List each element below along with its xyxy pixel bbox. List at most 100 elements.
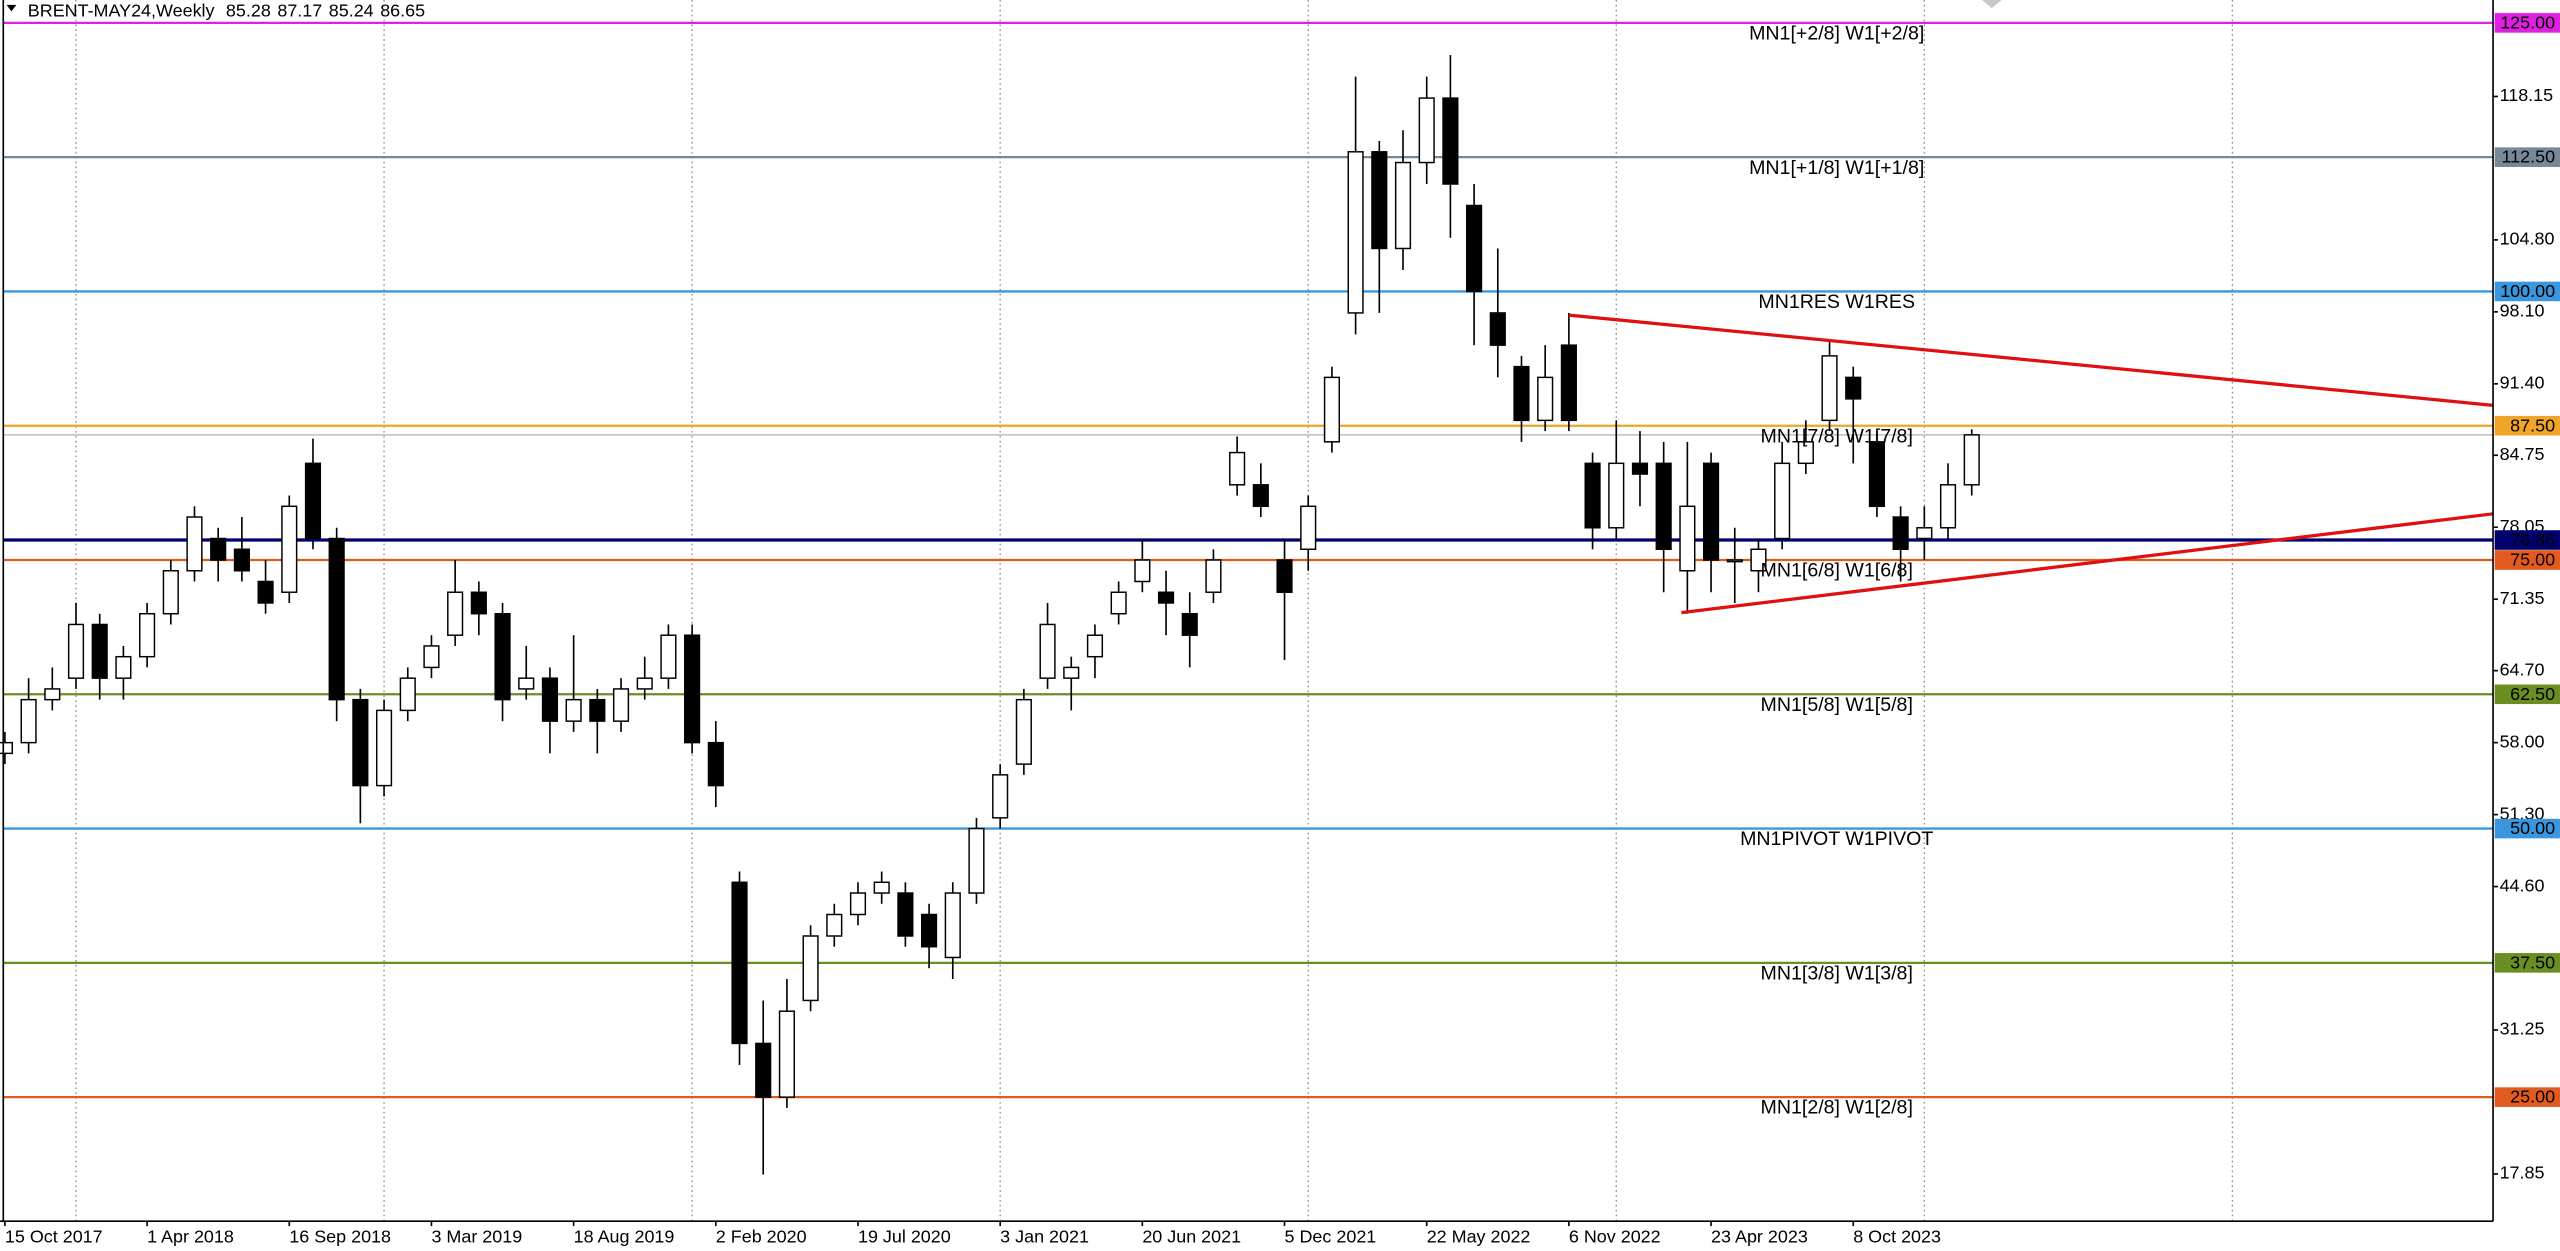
price-label: 25.00 — [2510, 1087, 2555, 1107]
candle-body — [375, 709, 393, 787]
menu-triangle[interactable] — [6, 4, 17, 12]
candle-body — [257, 580, 274, 604]
candle-body — [1276, 559, 1293, 593]
candle-body — [920, 913, 938, 948]
candle-body — [1442, 97, 1459, 185]
candle-body — [1892, 516, 1909, 550]
candle-body — [873, 881, 890, 894]
x-tick-label: 2 Feb 2020 — [716, 1226, 807, 1246]
levels-layer — [3, 21, 2559, 1099]
x-tick-label: 15 Oct 2017 — [5, 1226, 103, 1246]
y-tick-label: 118.15 — [2500, 85, 2554, 105]
candle-body — [968, 827, 985, 894]
candle-body — [186, 516, 203, 572]
x-tick-label: 18 Aug 2019 — [574, 1226, 675, 1246]
y-tick-label: 31.25 — [2500, 1019, 2545, 1039]
candle-body — [115, 655, 132, 679]
price-label: 76.86 — [2510, 530, 2555, 550]
x-tick-label: 1 Apr 2018 — [147, 1226, 234, 1246]
candle-body — [1608, 462, 1625, 529]
price-label: 112.50 — [2502, 147, 2556, 167]
candle-body — [826, 913, 843, 937]
candle-body — [1110, 591, 1127, 615]
price-label: 87.50 — [2510, 415, 2555, 435]
level-name: MN1[5/8] W1[5/8] — [1761, 694, 1913, 716]
header-value: 85.28 — [226, 0, 271, 20]
level-name: MN1[7/8] W1[7/8] — [1761, 425, 1913, 447]
candle-body — [1821, 355, 1838, 422]
level-name: MN1PIVOT W1PIVOT — [1740, 828, 1933, 850]
candle-body — [612, 688, 630, 722]
price-label-box — [2494, 281, 2560, 302]
candle-body — [1086, 634, 1104, 658]
candle-body — [1560, 344, 1577, 422]
trendline — [1681, 512, 2494, 615]
level-name: MN1RES W1RES — [1758, 291, 1915, 313]
candle-body — [802, 935, 819, 1002]
y-tick-label: 64.70 — [2500, 659, 2545, 679]
header-value: 87.17 — [277, 0, 322, 20]
candle-body — [589, 698, 606, 722]
price-axis-bg — [2493, 0, 2560, 1251]
candle-body — [1300, 505, 1317, 550]
time-axis-bg — [0, 1221, 2560, 1251]
candle-body — [304, 462, 322, 540]
price-label-box — [2494, 13, 2560, 33]
x-tick-label: 20 Jun 2021 — [1142, 1226, 1241, 1246]
candle-body — [1157, 591, 1175, 604]
candle-body — [233, 548, 250, 572]
candle-body — [660, 634, 677, 679]
header-value: 85.24 — [329, 0, 374, 20]
candle-body — [1845, 376, 1862, 400]
candle-body — [1015, 698, 1032, 765]
price-label-box — [2494, 147, 2560, 167]
candle-body — [1347, 151, 1364, 314]
price-label: 62.50 — [2510, 684, 2555, 704]
candle-body — [1868, 441, 1886, 508]
x-tick-label: 5 Dec 2021 — [1285, 1226, 1377, 1246]
candle-body — [1489, 312, 1506, 346]
candle-body — [518, 677, 535, 690]
price-label-box — [2494, 818, 2560, 839]
x-tick-label: 3 Jan 2021 — [1000, 1226, 1089, 1246]
candle-body — [352, 698, 369, 787]
candle-body — [1939, 484, 1957, 529]
price-label: 50.00 — [2510, 818, 2555, 838]
price-label: 37.50 — [2510, 952, 2555, 972]
candle-body — [494, 612, 511, 701]
y-tick-label: 58.00 — [2500, 731, 2545, 751]
candles-layer — [0, 55, 1980, 1175]
candle-body — [91, 623, 108, 679]
candle-body — [1631, 462, 1649, 475]
candle-body — [849, 892, 867, 916]
candle-body — [1181, 612, 1198, 636]
candle-body — [897, 892, 914, 937]
shift-marker — [1982, 0, 2002, 9]
y-tick-label: 98.10 — [2500, 301, 2545, 321]
candle-body — [1774, 462, 1791, 540]
candle-body — [1655, 462, 1672, 550]
level-text-layer: MN1[+2/8] W1[+2/8] MN1[+1/8] W1[+1/8] MN1R… — [1740, 22, 1933, 1118]
candle-body — [20, 698, 37, 744]
candle-body — [944, 892, 961, 959]
candle-body — [707, 741, 724, 787]
level-name: MN1[+2/8] W1[+2/8] — [1749, 22, 1924, 44]
candle-body — [139, 612, 156, 658]
candle-body — [1726, 559, 1743, 563]
y-tick-label: 91.40 — [2500, 373, 2545, 393]
y-tick-label: 17.85 — [2500, 1163, 2545, 1183]
candle-body — [1750, 548, 1767, 572]
y-tick-label: 44.60 — [2500, 875, 2545, 895]
x-tick-label: 23 Apr 2023 — [1711, 1226, 1808, 1246]
candle-body — [0, 741, 13, 755]
x-tick-label: 16 Sep 2018 — [289, 1226, 391, 1246]
price-label-box — [2494, 684, 2560, 705]
level-name: MN1[3/8] W1[3/8] — [1761, 962, 1913, 984]
candle-body — [1679, 505, 1696, 572]
price-label-box — [2494, 953, 2560, 973]
candle-body — [755, 1042, 772, 1098]
price-label-box — [2494, 415, 2560, 436]
header-value: 86.65 — [380, 0, 425, 20]
price-label: 125.00 — [2500, 12, 2555, 32]
